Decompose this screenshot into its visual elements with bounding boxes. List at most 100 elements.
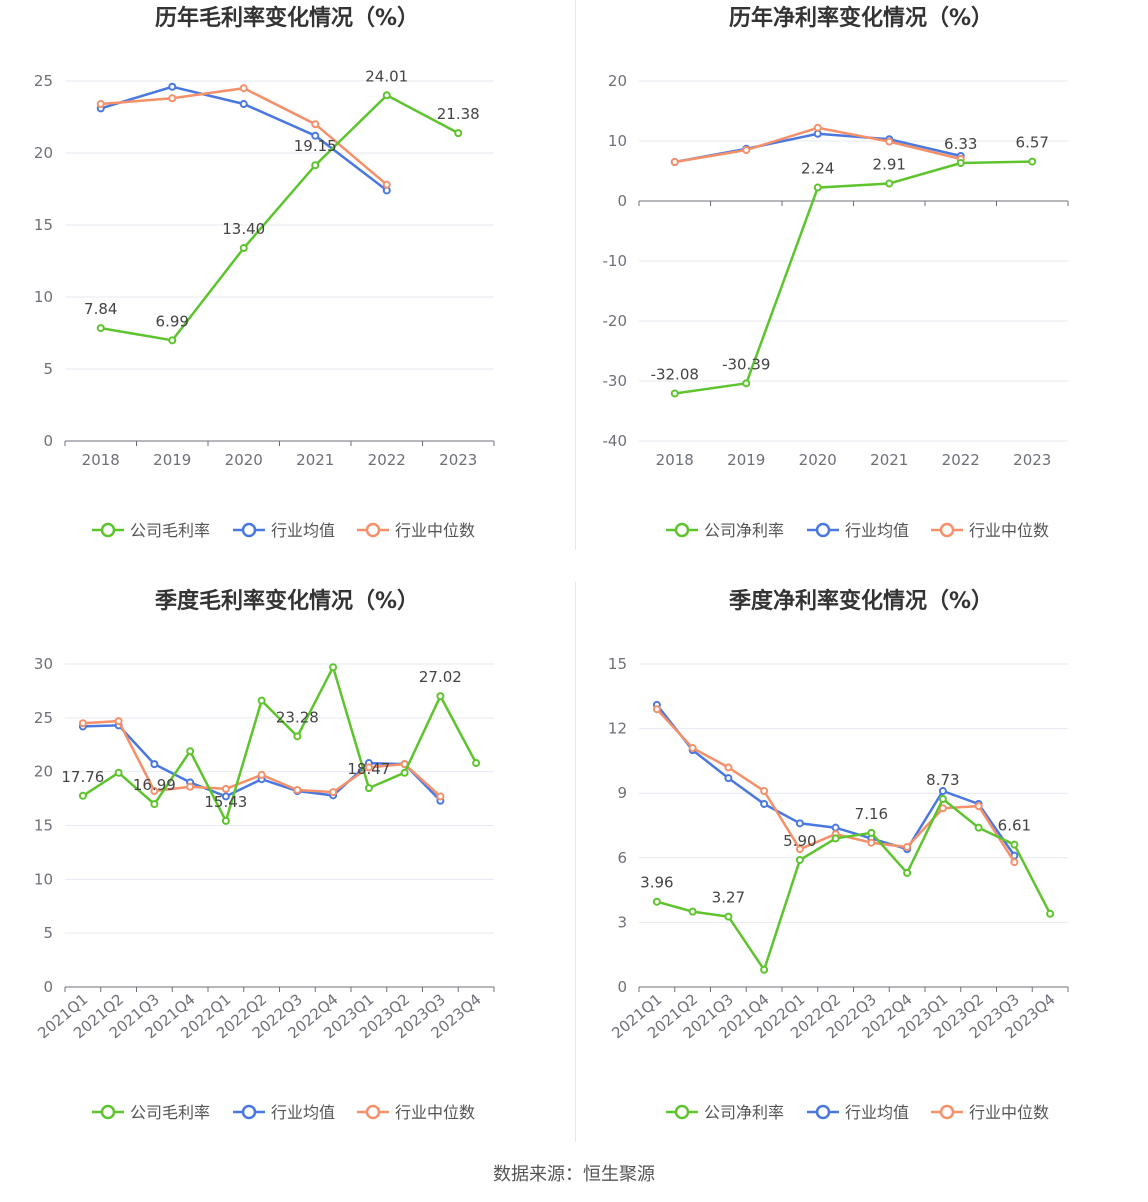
- chart-svg: 季度毛利率变化情况（%）0510152025302021Q12021Q22021…: [34, 588, 495, 1122]
- data-point: [436, 692, 445, 701]
- data-point: [1028, 157, 1037, 166]
- data-point: [867, 828, 876, 837]
- legend-marker: [939, 1104, 955, 1120]
- data-point: [168, 94, 177, 103]
- legend-item: 行业中位数: [931, 1103, 1049, 1122]
- data-label: 23.28: [276, 708, 319, 726]
- legend-label: 行业均值: [845, 1103, 909, 1122]
- legend-marker: [674, 522, 690, 538]
- data-label: 6.61: [998, 817, 1031, 835]
- data-point: [96, 100, 105, 109]
- data-point: [724, 763, 733, 772]
- y-tick-label: 15: [608, 655, 627, 673]
- y-tick-label: 10: [34, 870, 53, 888]
- x-tick-label: 2023: [1013, 451, 1051, 469]
- legend-marker: [674, 1104, 690, 1120]
- data-point: [329, 663, 338, 672]
- data-point: [114, 717, 123, 726]
- legend-marker: [365, 1104, 381, 1120]
- legend-item: 行业中位数: [357, 1103, 475, 1122]
- data-point: [239, 100, 248, 109]
- x-tick-label: 2019: [727, 451, 765, 469]
- data-point: [293, 785, 302, 794]
- x-tick-label: 2022: [942, 451, 980, 469]
- data-point: [795, 845, 804, 854]
- data-label: 13.40: [222, 220, 265, 238]
- data-point: [760, 965, 769, 974]
- data-point: [652, 705, 661, 714]
- y-tick-label: 3: [617, 913, 627, 931]
- data-point: [221, 792, 230, 801]
- data-point: [364, 784, 373, 793]
- data-point: [400, 768, 409, 777]
- legend-label: 行业中位数: [969, 521, 1049, 540]
- data-point: [311, 131, 320, 140]
- quarterly-net-margin-chart: 季度净利率变化情况（%） 0 3 6 9 12 15 2021Q1 2021Q2 2021Q3 20…: [574, 584, 1148, 1168]
- series-line-company: [100, 93, 459, 342]
- data-point: [382, 91, 391, 100]
- y-tick-label: 0: [617, 978, 627, 996]
- data-point: [168, 336, 177, 345]
- data-label: 27.02: [419, 668, 462, 686]
- data-point: [150, 787, 159, 796]
- data-point: [221, 784, 230, 793]
- data-point: [186, 747, 195, 756]
- data-point: [150, 800, 159, 809]
- chart-title: 季度毛利率变化情况（%）: [155, 588, 419, 614]
- quarterly-gross-margin-chart: 季度毛利率变化情况（%） 0 5 10 15 20 25 30 2021Q1 2021Q2 2021…: [0, 584, 574, 1168]
- data-point: [903, 868, 912, 877]
- data-label: -30.39: [722, 355, 770, 373]
- x-tick-label: 2022: [368, 451, 406, 469]
- legend-item: 公司毛利率: [92, 1103, 210, 1122]
- data-label: 6.33: [944, 135, 977, 153]
- y-tick-label: 20: [34, 144, 53, 162]
- data-point: [670, 158, 679, 166]
- data-point: [186, 782, 195, 791]
- data-point: [867, 838, 876, 847]
- data-point: [257, 770, 266, 779]
- legend-label: 公司毛利率: [130, 521, 210, 540]
- legend-label: 行业均值: [845, 521, 909, 540]
- legend-marker: [939, 522, 955, 538]
- data-label: 2.91: [873, 156, 906, 174]
- data-label: 21.38: [437, 105, 480, 123]
- legend-label: 行业中位数: [969, 1103, 1049, 1122]
- data-point: [329, 788, 338, 797]
- data-point: [795, 855, 804, 864]
- data-label: 15.43: [204, 793, 247, 811]
- legend-marker: [241, 1104, 257, 1120]
- x-tick-label: 2018: [656, 451, 694, 469]
- legend-item: 行业中位数: [357, 521, 475, 540]
- data-point: [364, 763, 373, 772]
- y-tick-label: -30: [603, 372, 628, 390]
- y-tick-label: 0: [43, 432, 53, 450]
- legend-label: 公司净利率: [704, 1103, 784, 1122]
- x-tick-label: 2021: [870, 451, 908, 469]
- data-label: 5.90: [783, 832, 816, 850]
- data-point: [221, 816, 230, 825]
- data-point: [724, 912, 733, 921]
- data-point: [688, 907, 697, 916]
- data-point: [1046, 909, 1055, 918]
- data-label: 24.01: [365, 67, 408, 85]
- data-label: 3.96: [640, 874, 673, 892]
- panel-divider: [575, 582, 576, 1142]
- data-label: 6.57: [1016, 134, 1049, 152]
- y-tick-label: 20: [34, 763, 53, 781]
- data-label: 19.15: [294, 137, 337, 155]
- y-tick-label: -20: [603, 312, 628, 330]
- data-point: [974, 823, 983, 832]
- data-label: 2.24: [801, 160, 834, 178]
- y-tick-label: 20: [608, 72, 627, 90]
- data-point: [938, 804, 947, 813]
- data-point: [938, 795, 947, 804]
- data-point: [114, 768, 123, 777]
- data-point: [760, 799, 769, 808]
- data-point: [831, 823, 840, 832]
- data-point: [795, 819, 804, 828]
- chart-svg: 历年净利率变化情况（%） -40 -30 -20 -10 0 10 20 2018 2019 202…: [603, 5, 1069, 540]
- data-point: [670, 389, 679, 398]
- data-point: [742, 146, 751, 154]
- legend-item: 行业均值: [807, 521, 909, 540]
- data-point: [813, 123, 822, 132]
